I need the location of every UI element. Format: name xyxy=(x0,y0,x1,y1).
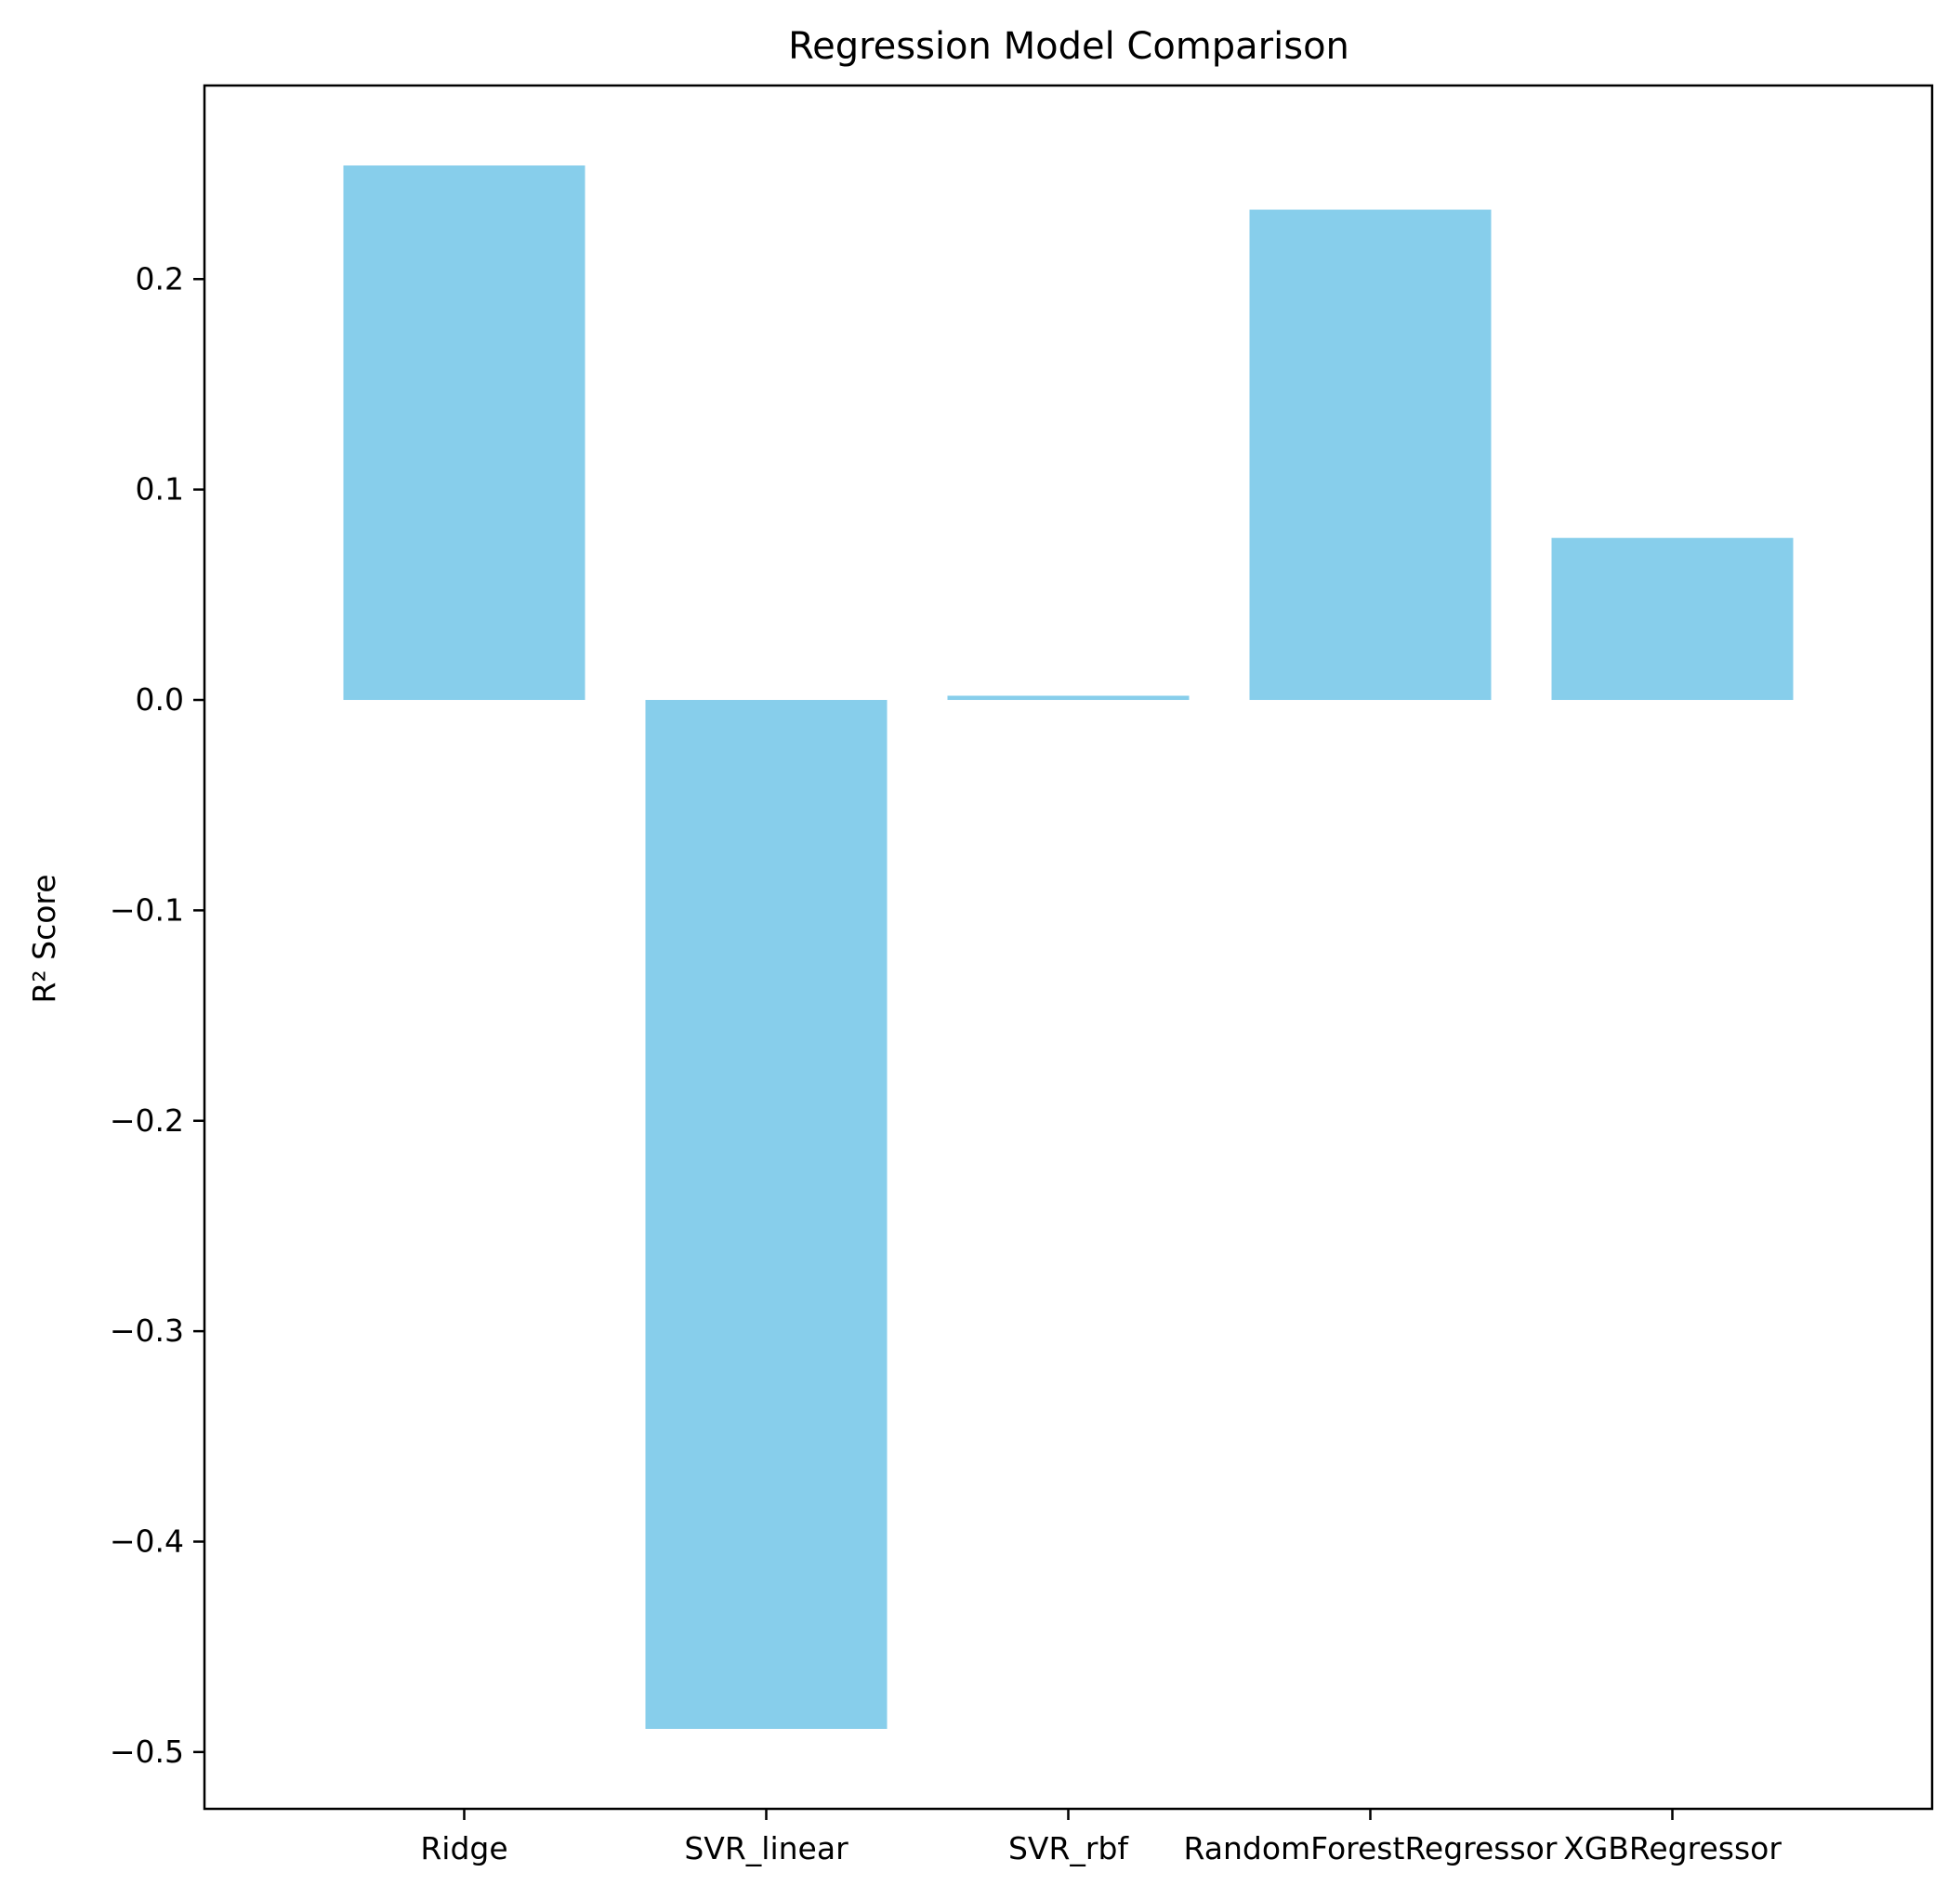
bar-svr-rbf xyxy=(947,695,1190,701)
y-tick-label: 0.2 xyxy=(136,260,184,297)
y-axis-ticks: 0.2 0.1 0.0 −0.1 −0.2 −0.3 −0.4 −0.5 xyxy=(110,260,204,1770)
bar-ridge xyxy=(343,165,585,701)
x-tick-label: RandomForestRegressor xyxy=(1184,1830,1558,1866)
y-tick-label: −0.3 xyxy=(110,1312,184,1349)
y-tick-label: −0.4 xyxy=(110,1523,184,1560)
y-tick-label: 0.0 xyxy=(136,681,184,718)
y-tick-label: −0.2 xyxy=(110,1102,184,1139)
y-tick-label: −0.1 xyxy=(110,891,184,928)
plot-frame xyxy=(203,84,1934,1811)
x-tick-label: SVR_rbf xyxy=(1008,1830,1129,1866)
y-axis-label: R² Score xyxy=(26,874,62,1003)
chart-title: Regression Model Comparison xyxy=(788,25,1349,68)
bar-svr-linear xyxy=(645,700,888,1729)
x-tick-label: Ridge xyxy=(420,1830,507,1866)
bar-randomforestregressor xyxy=(1249,209,1492,701)
bars-layer xyxy=(343,165,1794,1729)
y-tick-label: −0.5 xyxy=(110,1734,184,1770)
bar-xgbregressor xyxy=(1551,537,1794,701)
x-axis-ticks: Ridge SVR_linear SVR_rbf RandomForestRegres… xyxy=(420,1809,1782,1866)
x-tick-label: SVR_linear xyxy=(684,1830,848,1866)
y-tick-label: 0.1 xyxy=(136,471,184,508)
x-tick-label: XGBRegressor xyxy=(1563,1830,1782,1866)
